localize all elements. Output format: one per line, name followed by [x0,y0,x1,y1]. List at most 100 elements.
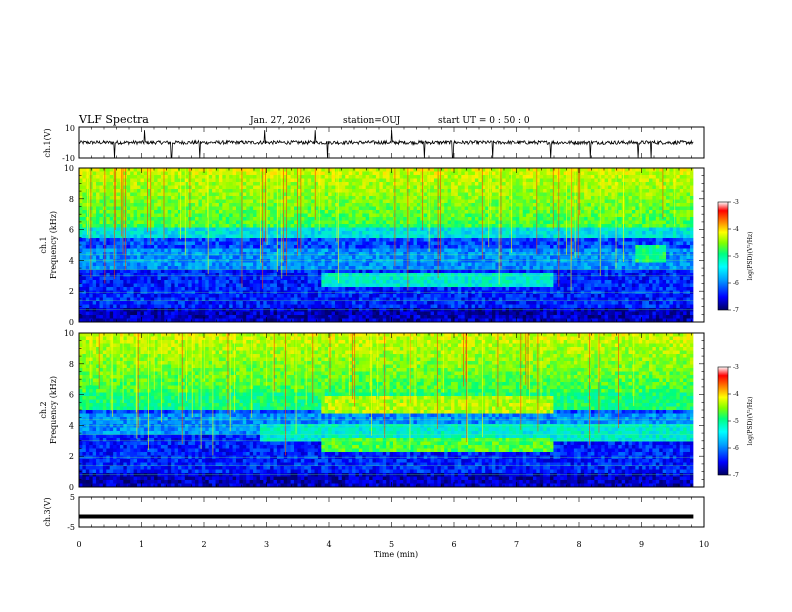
spectrogram-cell [147,266,152,270]
spectrogram-cell [413,315,418,319]
spectrogram-cell [314,273,319,277]
spectrogram-cell [259,294,264,298]
spectrogram-cell [177,280,182,284]
spectrogram-cell [259,315,264,319]
spectrogram-cell [92,227,97,232]
spectrogram-cell [256,318,261,323]
spectrogram-cell [184,217,189,221]
spectrogram-cell [416,224,421,228]
spectrogram-cell [457,252,462,256]
spectrogram-cell [253,294,257,298]
spectrogram-cell [140,210,145,214]
spectrogram-cell [280,276,285,281]
spectrogram-cell [201,220,206,225]
spectrogram-cell [444,283,449,288]
spectrogram-cell [307,259,312,263]
spectrogram-cell [212,241,216,246]
spectrogram-cell [143,301,148,305]
spectrogram-cell [236,185,240,190]
spectrogram-cell [171,301,175,305]
spectrogram-cell [294,273,298,277]
spectrogram-cell [287,273,292,277]
spectrogram-cell [399,276,404,281]
spectrogram-cell [171,248,175,253]
spectrogram-cell [372,189,377,193]
spectrogram-cell [386,269,390,274]
spectrogram-cell [324,224,329,228]
spectrogram-cell [365,217,370,221]
spectrogram-cell [229,217,233,221]
spectrogram-cell [229,266,233,270]
spectrogram-cell [85,252,90,256]
spectrogram-cell [171,283,175,288]
spectrogram-cell [266,248,271,253]
spectrogram-cell [239,297,244,302]
spectrogram-cell [280,203,285,207]
spectrogram-cell [410,294,414,298]
spectrogram-cell [205,210,210,214]
spectrogram-cell [287,217,292,221]
spectrogram-cell [167,311,172,316]
spectrogram-cell [294,189,298,193]
spectrogram-cell [369,248,373,253]
spectrogram-cell [109,245,114,249]
spectrogram-cell [181,203,186,207]
spectrogram-cell [365,192,370,197]
spectrogram-cell [457,238,462,242]
spectrogram-cell [369,301,373,305]
spectrogram-cell [461,297,466,302]
spectrogram-cell [338,199,343,204]
spectrogram-cell [345,227,350,232]
spectrogram-cell [372,206,377,211]
spectrogram-cell [113,217,117,221]
spectrogram-cell [440,297,445,302]
spectrogram-cell [171,276,175,281]
spectrogram-cell [266,304,271,309]
spectrogram-cell [440,245,445,249]
spectrogram-cell [266,280,271,284]
spectrogram-cell [208,283,213,288]
spectrogram-cell [150,308,155,312]
spectrogram-cell [273,227,278,232]
spectrogram-cell [362,231,367,235]
spectrogram-cell [403,245,408,249]
spectrogram-cell [410,168,414,172]
spectrogram-cell [212,196,216,200]
spectrogram-cell [242,245,247,249]
spectrogram-cell [126,238,131,242]
spectrogram-cell [212,220,216,225]
spectrogram-cell [440,241,445,246]
spectrogram-cell [280,217,285,221]
spectrogram-cell [290,238,295,242]
spectrogram-cell [345,238,350,242]
spectrogram-cell [266,178,271,183]
spectrogram-cell [447,269,452,274]
spectrogram-cell [403,294,408,298]
spectrogram-cell [413,245,418,249]
spectrogram-cell [106,182,111,186]
spectrogram-cell [232,252,237,256]
spectrogram-cell [280,255,285,260]
spectrogram-cell [457,217,462,221]
spectrogram-cell [454,224,459,228]
spectrogram-cell [143,196,148,200]
spectrogram-cell [164,294,169,298]
spectrogram-cell [150,224,155,228]
spectrogram-cell [119,266,124,270]
spectrogram-cell [437,311,442,316]
spectrogram-cell [119,315,124,319]
spectrogram-cell [147,182,152,186]
spectrogram-cell [427,294,431,298]
spectrogram-cell [379,168,384,172]
spectrogram-cell [137,231,141,235]
spectrogram-cell [457,178,462,183]
spectrogram-cell [379,178,384,183]
spectrogram-cell [430,199,435,204]
spectrogram-cell [198,241,203,246]
spectrogram-cell [215,266,220,270]
spectrogram-cell [236,255,240,260]
spectrogram-cell [403,252,408,256]
spectrogram-cell [116,311,121,316]
spectrogram-cell [82,231,87,235]
spectrogram-cell [246,238,251,242]
